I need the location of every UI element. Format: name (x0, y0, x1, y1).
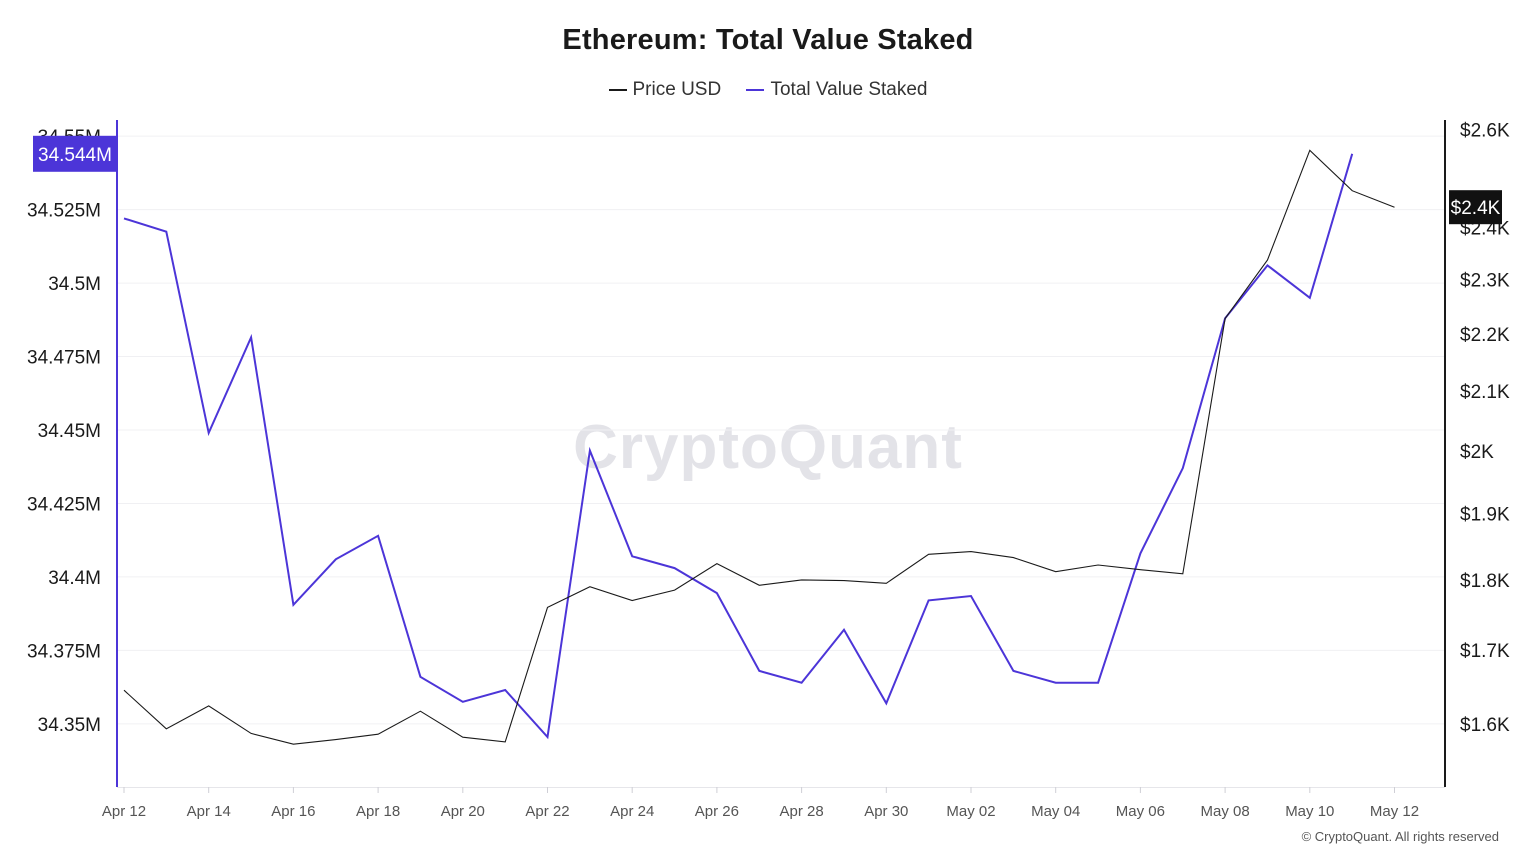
y-left-tick-label: 34.5M (48, 274, 101, 295)
watermark: CryptoQuant (573, 413, 963, 482)
legend-item-total-value-staked[interactable]: Total Value Staked (746, 79, 928, 101)
y-left-tick-label: 34.375M (27, 641, 101, 662)
x-tick-label: Apr 26 (695, 803, 739, 820)
copyright: © CryptoQuant. All rights reserved (1301, 829, 1499, 844)
legend-swatch-price-usd (608, 89, 627, 91)
y-right-current-value-tag (1449, 190, 1502, 225)
y-left-tick-label: 34.525M (27, 201, 101, 222)
y-right-tick-label: $1.9K (1460, 505, 1510, 526)
y-right-tick-label: $2.2K (1460, 325, 1510, 346)
y-left-tick-label: 34.4M (48, 568, 101, 589)
x-tick-label: Apr 28 (779, 803, 823, 820)
x-tick-label: Apr 16 (271, 803, 315, 820)
y-right-tick-label: $2K (1460, 442, 1494, 463)
y-left-tick-label: 34.45M (38, 421, 101, 442)
series-line-total-value-staked (123, 153, 1354, 740)
y-left-tick-label: 34.425M (27, 494, 101, 515)
legend-item-price-usd[interactable]: Price USD (608, 79, 722, 101)
legend-swatch-total-value-staked (746, 89, 765, 91)
y-right-tick-label: $1.6K (1460, 715, 1510, 736)
x-tick-label: May 10 (1285, 803, 1334, 820)
x-tick-label: May 12 (1370, 803, 1419, 820)
x-tick-label: Apr 12 (102, 803, 146, 820)
x-tick-label: May 08 (1200, 803, 1249, 820)
y-left-tick-label: 34.35M (38, 715, 101, 736)
x-tick-label: Apr 30 (864, 803, 908, 820)
y-left-current-value-label: 34.544M (38, 145, 112, 166)
y-right-tick-label: $2.6K (1460, 120, 1510, 141)
y-right-tick-label: $1.8K (1460, 571, 1510, 592)
y-right-tick-label: $1.7K (1460, 641, 1510, 662)
legend-label-price-usd: Price USD (632, 79, 722, 100)
y-left-current-value-tag (33, 135, 117, 172)
legend-label-total-value-staked: Total Value Staked (770, 79, 928, 100)
y-right-current-value-label: $2.4K (1451, 198, 1501, 219)
y-right-tick-label: $2.3K (1460, 271, 1510, 292)
x-tick-label: May 06 (1116, 803, 1165, 820)
chart-title: Ethereum: Total Value Staked (562, 24, 974, 56)
y-right-tick-label: $2.1K (1460, 382, 1510, 403)
x-tick-label: Apr 22 (525, 803, 569, 820)
legend: Price USD Total Value Staked (0, 75, 1536, 101)
series-line-price-usd (123, 149, 1395, 745)
x-tick-label: Apr 24 (610, 803, 654, 820)
y-left-tick-label: 34.475M (27, 348, 101, 369)
x-tick-label: May 02 (946, 803, 995, 820)
x-tick-label: Apr 20 (441, 803, 485, 820)
x-tick-label: May 04 (1031, 803, 1080, 820)
x-tick-label: Apr 18 (356, 803, 400, 820)
x-tick-label: Apr 14 (187, 803, 231, 820)
